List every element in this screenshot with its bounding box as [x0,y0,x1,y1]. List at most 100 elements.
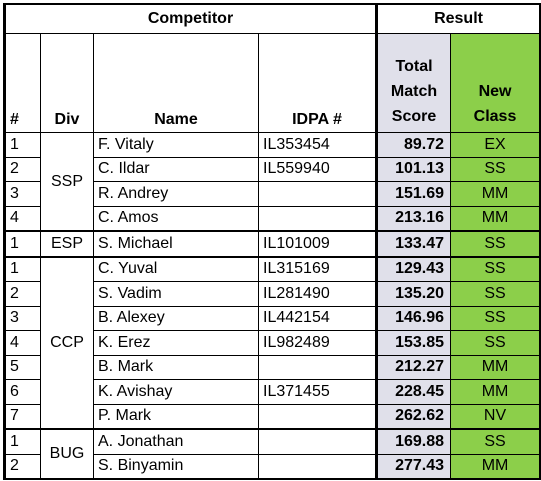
score-cell: 153.85 [376,330,452,356]
division-cell: CCP [40,256,94,430]
idpa-cell [257,428,379,455]
class-cell: MM [450,181,541,207]
idpa-cell: IL315169 [257,256,379,282]
score-header-line3: Score [391,108,437,125]
class-cell: EX [450,132,541,158]
score-cell: 129.43 [376,256,452,282]
table-row: 3 R. Andrey 151.69 MM [3,181,541,207]
rank-cell: 5 [3,354,41,380]
rank-cell: 7 [3,403,41,430]
score-cell: 213.16 [376,205,452,232]
div-header: Div [40,33,94,133]
rank-cell: 1 [3,256,41,282]
division-cell: ESP [40,230,94,258]
score-header-line1: Total [395,58,433,75]
competitor-group-header: Competitor [2,3,379,34]
name-cell: K. Avishay [93,379,259,405]
table-row: 5 B. Mark 212.27 MM [3,354,541,380]
rank-cell: 3 [3,181,41,207]
rank-cell: 4 [3,205,41,232]
name-cell: C. Yuval [93,256,259,282]
class-cell: SS [450,305,541,331]
name-cell: C. Amos [93,205,259,232]
name-cell: A. Jonathan [93,428,259,455]
result-group-header: Result [376,3,541,34]
rank-cell: 3 [3,305,41,331]
results-body: 1 SSP F. Vitaly IL353454 89.72 EX 2 C. Ildar IL5… [3,132,541,480]
name-cell: S. Binyamin [93,453,259,480]
class-cell: SS [450,330,541,356]
idpa-cell: IL281490 [257,281,379,307]
name-cell: B. Mark [93,354,259,380]
class-cell: SS [450,230,541,258]
rank-cell: 6 [3,379,41,405]
score-cell: 135.20 [376,281,452,307]
division-cell: SSP [40,132,94,232]
idpa-cell [257,403,379,430]
score-cell: 151.69 [376,181,452,207]
idpa-cell [257,181,379,207]
score-cell: 262.62 [376,403,452,430]
name-cell: C. Ildar [93,156,259,182]
rank-cell: 2 [3,453,41,480]
idpa-cell: IL442154 [257,305,379,331]
name-cell: K. Erez [93,330,259,356]
name-cell: F. Vitaly [93,132,259,158]
idpa-cell [257,354,379,380]
score-cell: 228.45 [376,379,452,405]
score-cell: 89.72 [376,132,452,158]
idpa-cell: IL559940 [257,156,379,182]
rank-cell: 4 [3,330,41,356]
class-cell: SS [450,428,541,455]
idpa-cell: IL371455 [257,379,379,405]
class-cell: MM [450,379,541,405]
idpa-cell: IL982489 [257,330,379,356]
class-cell: MM [450,205,541,232]
class-header-line1: New [478,83,512,100]
idpa-cell [257,453,379,480]
score-cell: 101.13 [376,156,452,182]
name-cell: S. Michael [93,230,259,258]
score-cell: 146.96 [376,305,452,331]
table-row: 2 S. Binyamin 277.43 MM [3,453,541,480]
score-cell: 169.88 [376,428,452,455]
division-cell: BUG [40,428,94,480]
rank-cell: 1 [3,230,41,258]
table-row: 1 CCP C. Yuval IL315169 129.43 SS [3,256,541,430]
rank-cell: 2 [3,156,41,182]
score-cell: 277.43 [376,453,452,480]
table-row: 4 C. Amos 213.16 MM [3,205,541,232]
class-cell: SS [450,156,541,182]
table-row: 6 K. Avishay IL371455 228.45 MM [3,379,541,405]
name-cell: P. Mark [93,403,259,430]
class-cell: SS [450,281,541,307]
name-header: Name [93,33,259,133]
idpa-cell: IL101009 [257,230,379,258]
idpa-cell: IL353454 [257,132,379,158]
total-match-score-header: Total Match Score [376,33,452,133]
table-row: 1 ESP S. Michael IL101009 133.47 SS [3,230,541,258]
idpa-header: IDPA # [257,33,379,133]
name-cell: R. Andrey [93,181,259,207]
name-cell: B. Alexey [93,305,259,331]
class-cell: NV [450,403,541,430]
class-cell: MM [450,453,541,480]
class-cell: MM [450,354,541,380]
class-header-line2: Class [473,108,517,125]
table-row: 2 C. Ildar IL559940 101.13 SS [3,156,541,182]
rank-cell: 2 [3,281,41,307]
num-header: # [3,33,41,133]
name-cell: S. Vadim [93,281,259,307]
score-cell: 133.47 [376,230,452,258]
new-class-header: New Class [450,33,541,133]
idpa-cell [257,205,379,232]
table-row: 1 SSP F. Vitaly IL353454 89.72 EX [3,132,541,232]
table-row: 2 S. Vadim IL281490 135.20 SS [3,281,541,307]
rank-cell: 1 [3,428,41,455]
table-row: 7 P. Mark 262.62 NV [3,403,541,430]
score-cell: 212.27 [376,354,452,380]
table-row: 1 BUG A. Jonathan 169.88 SS [3,428,541,480]
class-cell: SS [450,256,541,282]
results-table: Competitor Result # Div Name IDPA # Tota… [2,3,541,480]
score-header-line2: Match [390,83,438,100]
